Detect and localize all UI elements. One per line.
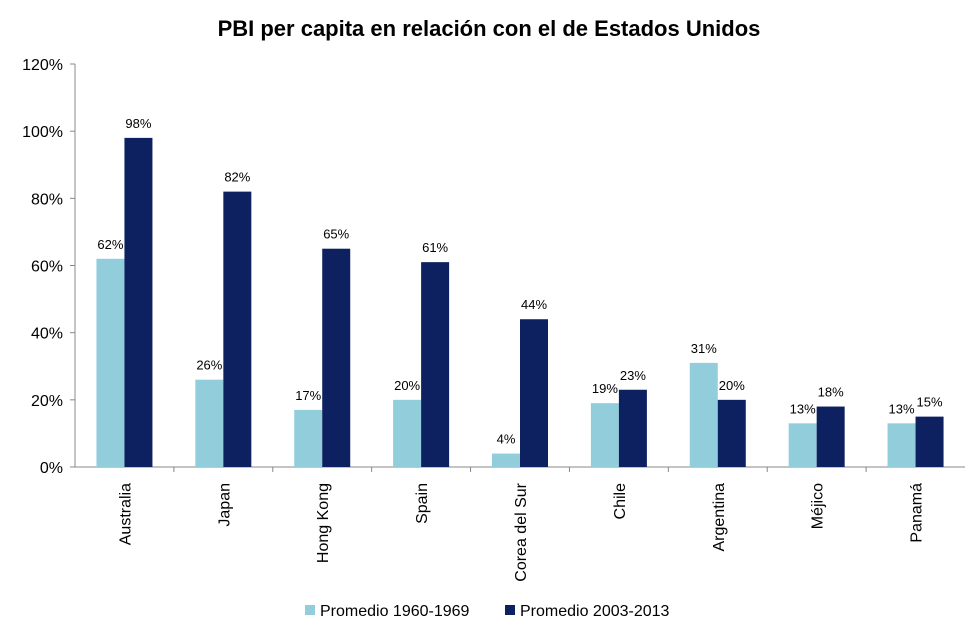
category-label: Japan (216, 483, 233, 527)
bar (689, 362, 718, 467)
legend-label: Promedio 2003-2013 (520, 603, 670, 620)
bar (195, 379, 224, 467)
category-label: Australia (117, 483, 134, 545)
bar (717, 399, 746, 467)
category-label: Méjico (810, 483, 827, 529)
y-tick-label: 20% (31, 393, 63, 410)
category-label: Spain (414, 483, 431, 524)
y-tick-label: 120% (22, 57, 63, 74)
data-label: 44% (521, 297, 547, 312)
bar (816, 406, 845, 467)
data-label: 20% (394, 378, 420, 393)
bar (294, 409, 323, 467)
bar (520, 319, 548, 467)
y-tick-label: 0% (40, 460, 63, 477)
bar (393, 399, 422, 467)
data-label: 98% (125, 116, 151, 131)
bar (590, 403, 619, 467)
bar (96, 258, 125, 467)
bar (421, 262, 450, 467)
data-label: 13% (790, 401, 816, 416)
bar (887, 423, 916, 467)
chart-title: PBI per capita en relación con el de Est… (218, 16, 761, 41)
category-label: Corea del Sur (513, 482, 530, 581)
category-label: Panamá (909, 483, 926, 543)
y-tick-label: 80% (31, 191, 63, 208)
data-labels: 62% 98% 26% 82% 17% 65% 20% 61% 4% 44% 19%23% 31% 20… (97, 116, 943, 447)
bar (124, 137, 153, 467)
legend-swatch (505, 605, 515, 615)
data-label: 62% (97, 237, 123, 252)
bar (223, 191, 252, 467)
data-label: 4% (497, 432, 516, 447)
bar (915, 416, 944, 467)
y-axis-ticks: 0% 20% 40% 60% 80% 100% 120% (22, 57, 75, 477)
data-label: 20% (719, 378, 745, 393)
y-tick-label: 100% (22, 124, 63, 141)
data-label: 18% (818, 385, 844, 400)
y-tick-label: 40% (31, 326, 63, 343)
category-label: Argentina (711, 483, 728, 552)
category-label: Hong Kong (315, 483, 332, 563)
bar (492, 453, 520, 467)
legend-swatch (305, 605, 315, 615)
legend-label: Promedio 1960-1969 (320, 603, 470, 620)
category-labels: Australia Japan Hong Kong Spain Corea del Su… (117, 467, 926, 582)
legend: Promedio 1960-1969 Promedio 2003-2013 (305, 603, 670, 620)
category-label: Chile (612, 483, 629, 520)
bars (96, 137, 944, 467)
y-tick-label: 60% (31, 259, 63, 276)
bar (788, 423, 817, 467)
bar (322, 248, 351, 467)
data-label: 82% (224, 170, 250, 185)
data-label: 13% (889, 401, 915, 416)
data-label: 17% (295, 388, 321, 403)
bar (618, 389, 647, 467)
data-label: 26% (196, 358, 222, 373)
data-label: 23% (620, 368, 646, 383)
data-label: 15% (917, 395, 943, 410)
data-label: 31% (691, 341, 717, 356)
data-label: 61% (422, 240, 448, 255)
data-label: 19% (592, 381, 618, 396)
data-label: 65% (323, 227, 349, 242)
